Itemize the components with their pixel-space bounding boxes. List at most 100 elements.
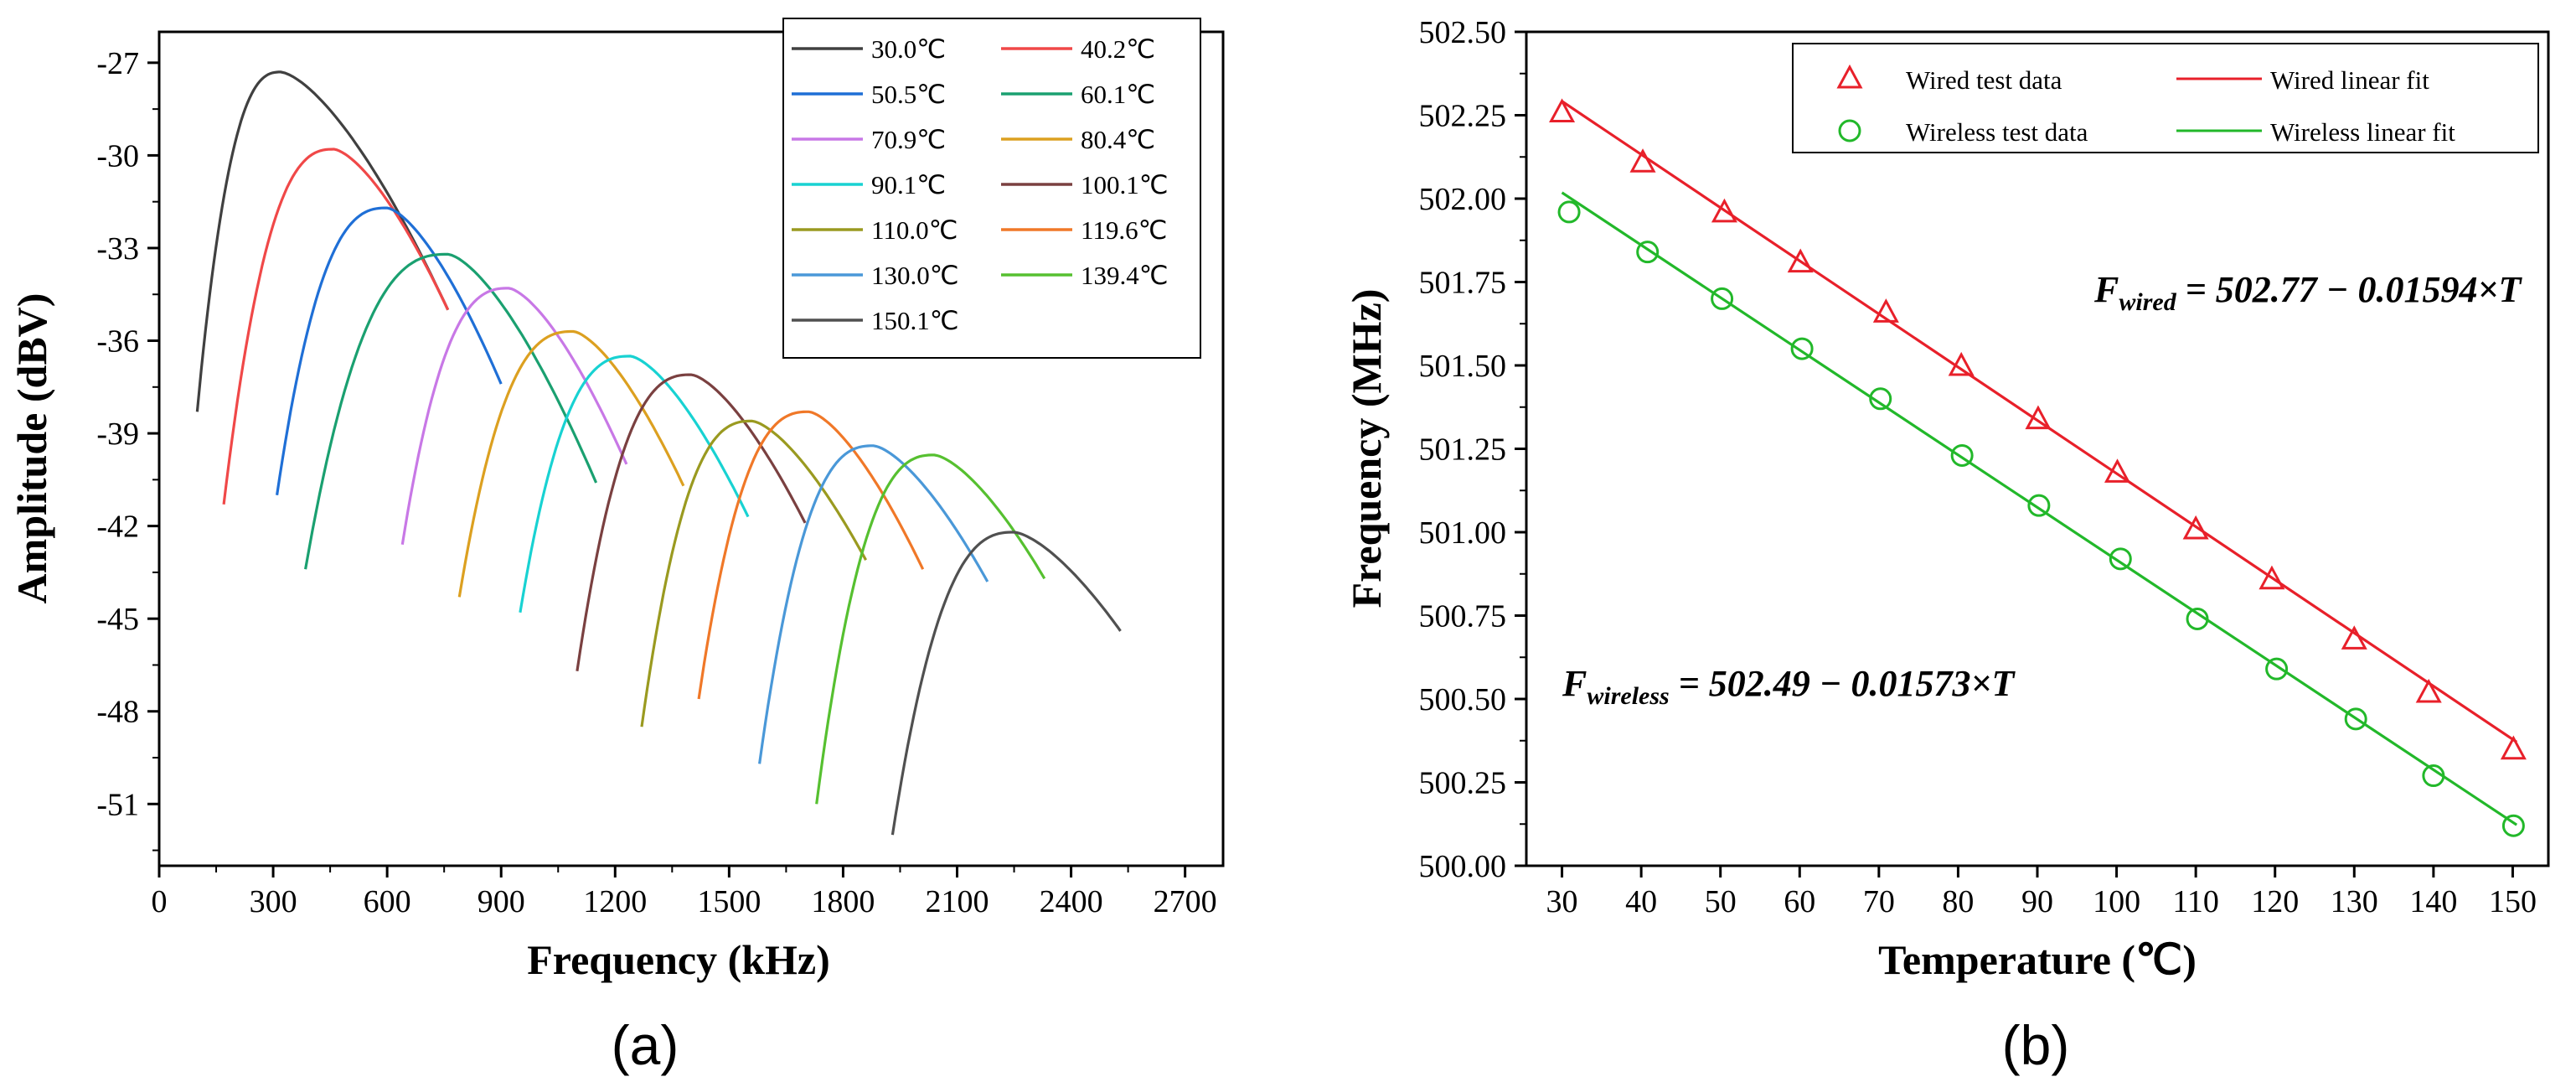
panel-a: 0 300 600 900 1200 1500 1800 2100 2400 2700 -51 -4… — [8, 18, 1225, 1076]
y-tick-label-b: 500.25 — [1419, 766, 1507, 801]
curve-6 — [519, 355, 750, 613]
x-tick-label-b: 80 — [1942, 884, 1974, 919]
x-tick-label-b: 100 — [2093, 884, 2140, 919]
point-wired-3 — [1787, 248, 1814, 273]
legend-label-a-6: 90.1℃ — [871, 170, 946, 199]
point-wireless-2 — [1711, 287, 1734, 310]
legend-b: Wired test data Wired linear fit Wireles… — [1792, 43, 2539, 153]
legend-label-a-8: 110.0℃ — [871, 215, 958, 245]
legend-label-a-11: 139.4℃ — [1081, 261, 1169, 290]
point-wired-7 — [2104, 458, 2131, 483]
point-wired-12 — [2500, 735, 2527, 760]
x-tick-label-a: 600 — [364, 884, 411, 919]
y-tick-label-a: -48 — [96, 695, 139, 730]
point-wireless-3 — [1790, 337, 1814, 360]
x-tick-label-a: 2700 — [1154, 884, 1217, 919]
point-wired-1 — [1629, 148, 1656, 173]
curve-0 — [195, 70, 450, 412]
point-wireless-10 — [2344, 707, 2367, 731]
y-tick-label-a: -30 — [96, 138, 139, 173]
x-axis-label-b: Temperature (℃) — [1878, 936, 2197, 983]
annotation-wired-equation: Fwired = 502.77 − 0.01594×T — [2093, 269, 2523, 316]
legend-box-a — [782, 18, 1201, 359]
y-tick-label-a: -45 — [96, 602, 139, 637]
y-axis-label-b: Frequency (MHz) — [1343, 289, 1390, 608]
x-axis-ticks-a: 0 300 600 900 1200 1500 1800 2100 2400 2700 — [152, 866, 1217, 919]
y-tick-label-b: 500.50 — [1419, 682, 1507, 717]
point-wired-10 — [2341, 625, 2367, 650]
y-axis-ticks-b: 500.00 500.25 500.50 500.75 501.00 501.25 501.… — [1419, 15, 1526, 884]
curve-8 — [640, 419, 868, 727]
point-wired-8 — [2182, 515, 2209, 540]
legend-marker-wireless-data — [1838, 119, 1861, 142]
x-tick-label-b: 40 — [1625, 884, 1657, 919]
y-tick-label-a: -27 — [96, 46, 139, 81]
curve-11 — [815, 453, 1046, 805]
y-axis-ticks-a: -51 -48 -45 -42 -39 -36 -33 -30 -27 — [96, 46, 159, 852]
fit-line-wireless — [1561, 191, 2518, 826]
curve-4 — [400, 287, 628, 545]
x-tick-label-b: 140 — [2409, 884, 2457, 919]
x-tick-label-a: 1200 — [583, 884, 647, 919]
panel-b: 30 40 50 60 70 80 90 100 110 120 130 140 150 500.005… — [1343, 15, 2550, 1076]
curve-1 — [222, 148, 450, 505]
y-tick-label-b: 502.25 — [1419, 99, 1507, 134]
x-tick-label-a: 900 — [478, 884, 525, 919]
point-wireless-7 — [2109, 547, 2132, 571]
point-wired-0 — [1549, 98, 1576, 123]
x-tick-label-b: 60 — [1784, 884, 1815, 919]
eq-wired-rest: = 502.77 − 0.01594×T — [2176, 269, 2523, 310]
legend-label-wireless-fit: Wireless linear fit — [2270, 117, 2455, 147]
point-wired-2 — [1711, 198, 1737, 223]
curve-7 — [576, 373, 807, 672]
x-tick-label-a: 2100 — [926, 884, 989, 919]
x-axis-ticks-b: 30 40 50 60 70 80 90 100 110 120 130 140 150 — [1546, 866, 2537, 919]
point-wireless-8 — [2186, 607, 2209, 630]
point-wireless-6 — [2027, 494, 2051, 517]
y-tick-label-a: -42 — [96, 510, 139, 545]
legend-marker-wired-data — [1836, 64, 1863, 89]
legend-label-a-7: 100.1℃ — [1081, 170, 1169, 199]
point-wireless-12 — [2501, 814, 2525, 837]
legend-label-a-5: 80.4℃ — [1081, 125, 1155, 154]
y-tick-label-a: -36 — [96, 324, 139, 360]
point-wired-5 — [1948, 351, 1975, 376]
x-axis-label-a: Frequency (kHz) — [527, 936, 830, 983]
legend-label-a-0: 30.0℃ — [871, 34, 946, 64]
legend-label-a-12: 150.1℃ — [871, 306, 959, 335]
data-points-b — [1549, 98, 2527, 837]
point-wired-4 — [1872, 298, 1899, 323]
panel-label-b: (b) — [2002, 1014, 2070, 1076]
plot-frame-a — [157, 30, 1225, 867]
y-tick-label-b: 502.00 — [1419, 182, 1507, 217]
plot-frame-b — [1525, 30, 2550, 867]
x-tick-label-a: 0 — [152, 884, 168, 919]
legend-label-a-4: 70.9℃ — [871, 125, 946, 154]
curve-12 — [891, 531, 1122, 836]
y-tick-label-b: 501.25 — [1419, 432, 1507, 468]
eq-wireless-sub: wireless — [1587, 682, 1669, 710]
y-axis-label-a: Amplitude (dBV) — [8, 293, 55, 604]
eq-wireless-rest: = 502.49 − 0.01573×T — [1670, 663, 2016, 704]
x-tick-label-a: 300 — [250, 884, 297, 919]
y-tick-label-a: -51 — [96, 787, 139, 822]
legend-label-a-10: 130.0℃ — [871, 261, 959, 290]
point-wired-6 — [2025, 405, 2052, 430]
legend-label-a-9: 119.6℃ — [1081, 215, 1167, 245]
point-wired-9 — [2259, 565, 2285, 590]
curve-9 — [697, 410, 925, 700]
x-tick-label-b: 70 — [1863, 884, 1895, 919]
point-wireless-0 — [1557, 200, 1581, 224]
legend-label-a-2: 50.5℃ — [871, 80, 946, 109]
y-tick-label-a: -39 — [96, 417, 139, 452]
curve-2 — [276, 206, 503, 496]
legend-label-wired-data: Wired test data — [1906, 65, 2062, 95]
point-wired-11 — [2415, 678, 2442, 703]
y-tick-label-b: 500.00 — [1419, 849, 1507, 884]
point-wireless-1 — [1636, 241, 1660, 264]
y-tick-label-b: 502.50 — [1419, 15, 1507, 50]
point-wireless-9 — [2265, 657, 2289, 681]
annotation-wireless-equation: Fwireless = 502.49 − 0.01573×T — [1562, 663, 2016, 710]
legend-label-wired-fit: Wired linear fit — [2270, 65, 2429, 95]
